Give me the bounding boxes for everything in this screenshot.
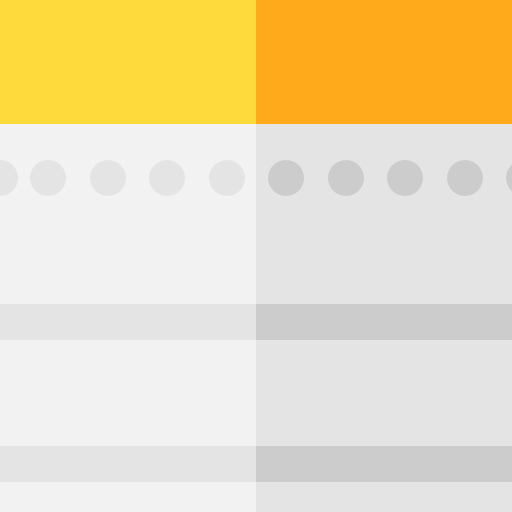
notepad-header-right xyxy=(256,0,512,124)
binding-hole xyxy=(328,160,364,196)
notepad-left-half xyxy=(0,0,256,512)
rule-line-right xyxy=(256,304,512,340)
binding-hole xyxy=(268,160,304,196)
notepad-header-left xyxy=(0,0,256,124)
binding-hole xyxy=(0,160,18,196)
binding-hole xyxy=(30,160,66,196)
rule-line-left xyxy=(0,304,256,340)
binding-hole xyxy=(387,160,423,196)
rule-line-left xyxy=(0,446,256,482)
binding-hole xyxy=(506,160,512,196)
binding-hole xyxy=(209,160,245,196)
binding-hole xyxy=(149,160,185,196)
binding-hole xyxy=(447,160,483,196)
notepad-right-half xyxy=(256,0,512,512)
rule-line-right xyxy=(256,446,512,482)
binding-hole xyxy=(90,160,126,196)
